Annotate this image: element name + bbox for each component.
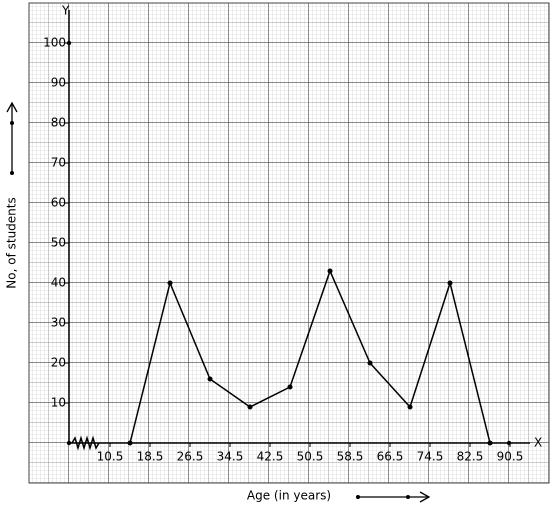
point — [367, 360, 373, 366]
x-tick-label: 90.5 — [497, 450, 524, 464]
point — [167, 280, 173, 286]
y-tick-label: 60 — [51, 196, 66, 210]
y-tick-label: 40 — [51, 276, 66, 290]
point — [127, 440, 133, 446]
y-tick-label: 30 — [51, 316, 66, 330]
x-tick-label: 74.5 — [417, 450, 444, 464]
y-tick-label: 100 — [43, 36, 66, 50]
x-tick-label: 82.5 — [457, 450, 484, 464]
x-tick-label: 18.5 — [137, 450, 164, 464]
point — [487, 440, 493, 446]
point — [407, 404, 413, 410]
y-tick-label: 50 — [51, 236, 66, 250]
y-tick-label: 20 — [51, 356, 66, 370]
x-tick-label: 10.5 — [97, 450, 124, 464]
point — [447, 280, 453, 286]
y-axis-label: No, of students — [5, 197, 19, 288]
point — [287, 384, 293, 390]
y-tick-label: 10 — [51, 396, 66, 410]
x-tick-label: 42.5 — [257, 450, 284, 464]
y-axis-name: Y — [61, 4, 70, 18]
axis-dot — [66, 40, 72, 46]
graph-paper — [28, 2, 550, 484]
line — [129, 268, 491, 444]
x-axis-label: Age (in years) — [247, 489, 331, 503]
x-tick-label: 50.5 — [297, 450, 324, 464]
point — [207, 376, 213, 382]
x-arrow — [356, 491, 431, 503]
x-tick-label: 34.5 — [217, 450, 244, 464]
y-tick-label: 90 — [51, 76, 66, 90]
y-arrow — [6, 101, 18, 175]
point — [327, 268, 333, 274]
y-tick-label: 80 — [51, 116, 66, 130]
x-tick-label: 26.5 — [177, 450, 204, 464]
x-tick-label: 58.5 — [337, 450, 364, 464]
x-axis-name: X — [534, 436, 542, 450]
y-tick-label: 70 — [51, 156, 66, 170]
x-tick-label: 66.5 — [377, 450, 404, 464]
point — [247, 404, 253, 410]
